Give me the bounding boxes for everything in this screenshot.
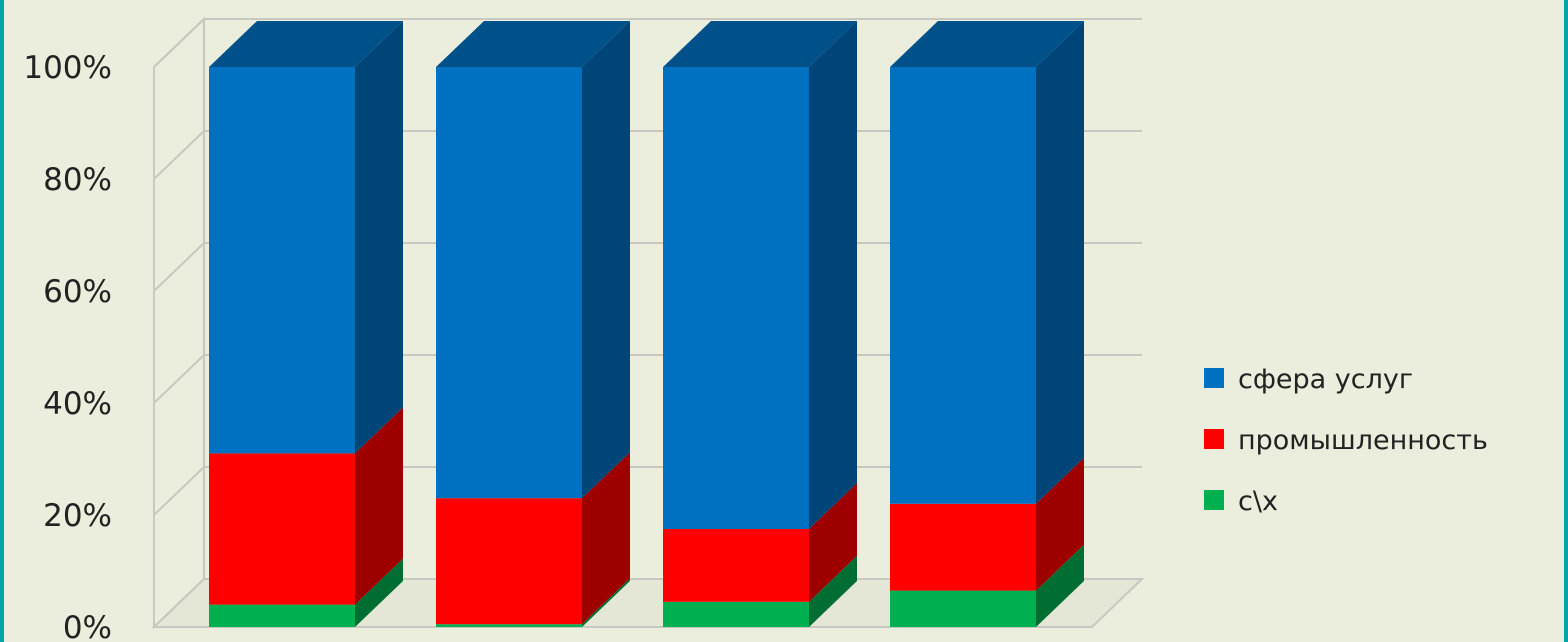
bar-segment-side [582, 21, 630, 499]
y-tick-label: 0% [63, 610, 112, 642]
legend-swatch [1204, 429, 1224, 449]
bar-segment [890, 503, 1036, 591]
bar-segment [663, 529, 809, 602]
y-tick-label: 80% [43, 162, 112, 198]
legend-label: с\х [1238, 486, 1278, 517]
bar-segment-side [809, 483, 857, 602]
bar-stack [436, 21, 630, 627]
y-axis: 0% 20% 40% 60% 80% 100% [23, 50, 112, 642]
legend-swatch [1204, 490, 1224, 510]
bar-segment [890, 67, 1036, 504]
legend: сфера услуг промышленность с\х [1204, 364, 1488, 517]
bar-segment-side [582, 578, 630, 627]
legend-label: промышленность [1238, 425, 1488, 456]
bar-segment [436, 498, 582, 625]
bar-segment [209, 67, 355, 454]
bars [209, 21, 1084, 627]
bar-segment-side [809, 555, 857, 627]
legend-swatch [1204, 368, 1224, 388]
y-tick-label: 40% [43, 386, 112, 422]
bar-segment-side [1036, 21, 1084, 504]
bar-segment-side [1036, 544, 1084, 627]
gridline [153, 18, 1142, 68]
legend-label: сфера услуг [1238, 364, 1413, 395]
bar-segment-side [355, 407, 403, 605]
bar-segment-side [1036, 457, 1084, 591]
bar-top [209, 21, 403, 67]
bar-segment-side [582, 452, 630, 625]
bar-top [436, 21, 630, 67]
bar-segment [663, 601, 809, 627]
y-tick-label: 100% [23, 50, 112, 86]
y-tick-label: 60% [43, 274, 112, 310]
bar-stack [663, 21, 857, 627]
bar-segment [209, 453, 355, 605]
bar-segment [663, 67, 809, 529]
bar-segment [436, 67, 582, 499]
bar-segment [209, 604, 355, 627]
bar-segment-side [809, 21, 857, 529]
bar-stack [890, 21, 1084, 627]
bar-segment [436, 624, 582, 627]
side-wall [153, 16, 205, 630]
bar-stack [209, 21, 403, 627]
bar-top [663, 21, 857, 67]
bar-segment-side [355, 558, 403, 627]
bar-top [890, 21, 1084, 67]
bar-segment-side [355, 21, 403, 454]
stacked-bar-chart-3d: 0% 20% 40% 60% 80% 100% сфера услуг промышленн… [23, 16, 1488, 642]
y-tick-label: 20% [43, 498, 112, 534]
bar-segment [890, 590, 1036, 627]
